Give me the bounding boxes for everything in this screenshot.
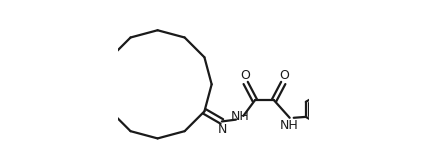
Text: O: O bbox=[239, 69, 249, 82]
Text: NH: NH bbox=[230, 110, 249, 123]
Text: NH: NH bbox=[279, 119, 297, 132]
Text: O: O bbox=[279, 69, 288, 82]
Text: N: N bbox=[218, 123, 227, 136]
